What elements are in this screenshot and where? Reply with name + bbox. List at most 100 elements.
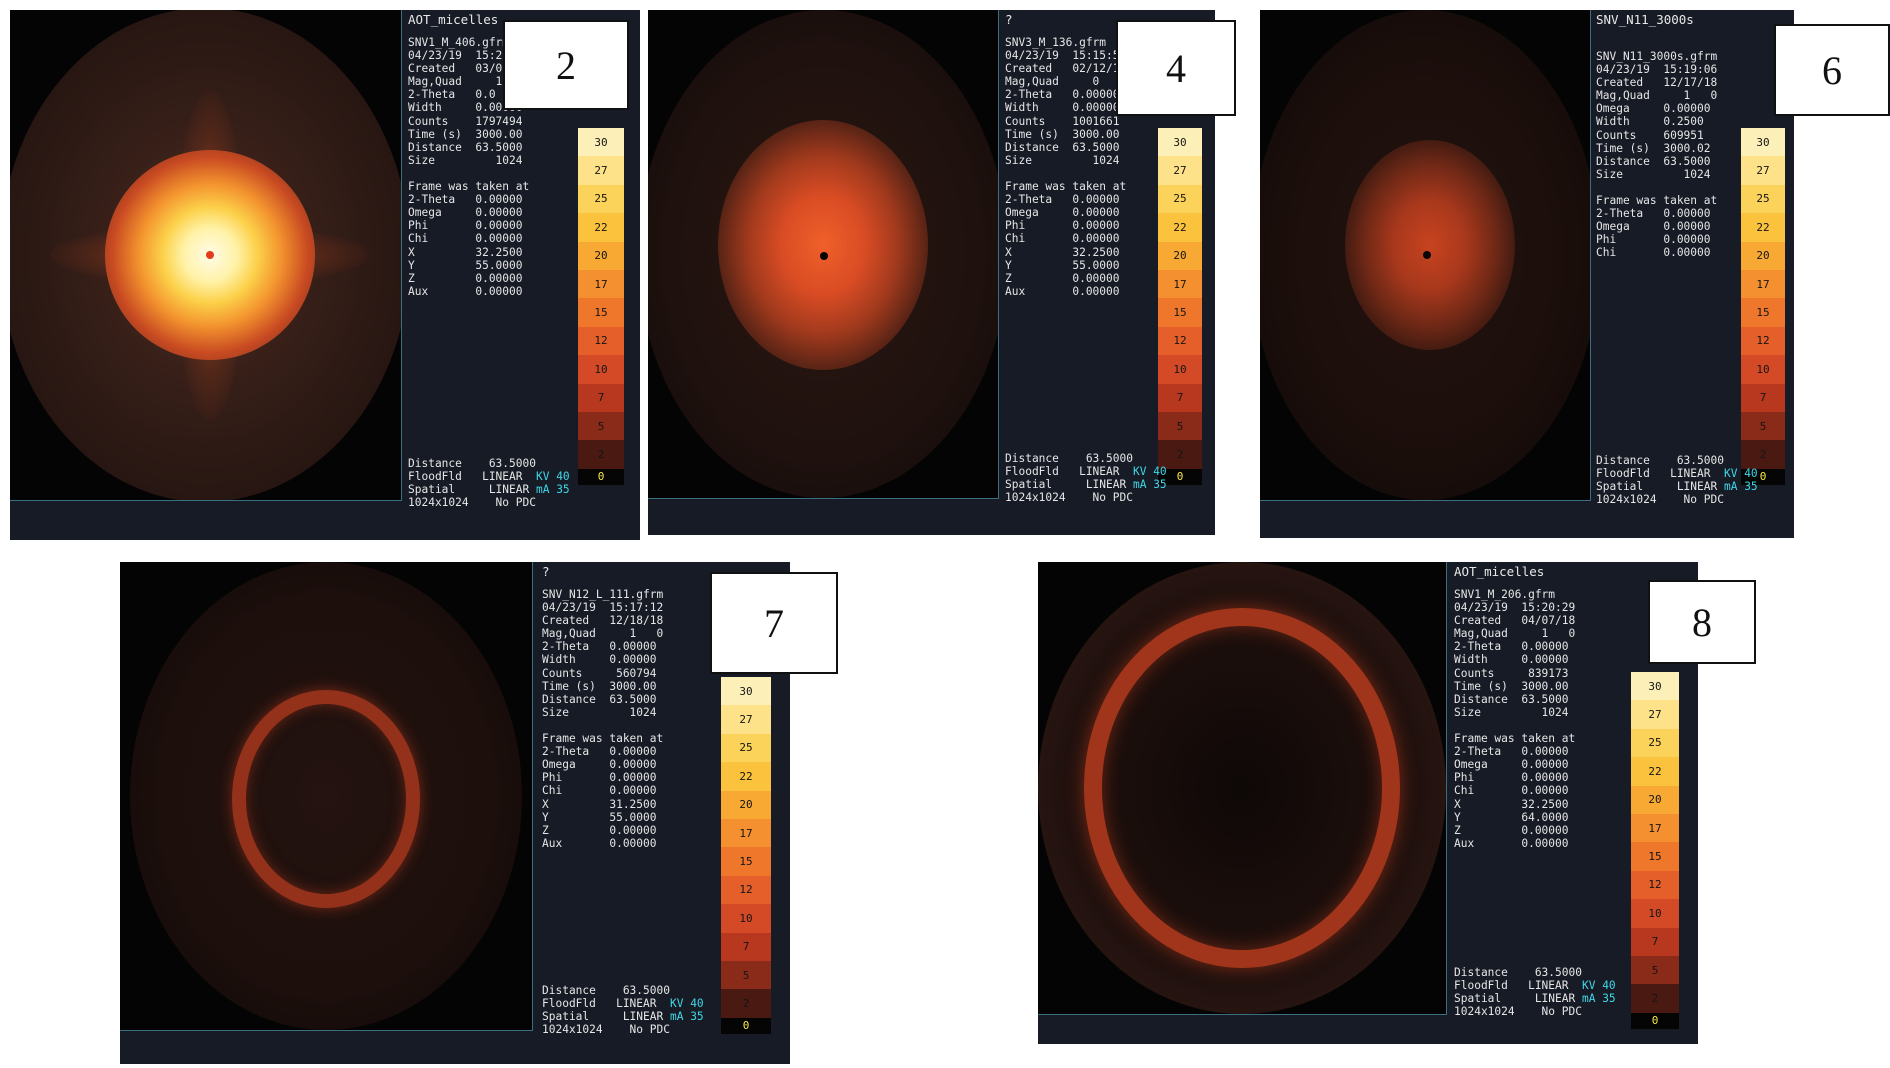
setting-text: Distance 63.5000: [1596, 454, 1724, 467]
setting-row: Distance 63.5000: [542, 984, 704, 997]
parameter-row: Phi 0.00000: [1454, 771, 1569, 785]
setting-text: Distance 63.5000: [1005, 452, 1133, 465]
parameter-row: Width 0.00000: [542, 653, 657, 667]
parameter-row: 04/23/19 15:20:29: [1454, 601, 1576, 615]
colorbar-tick: 0: [1741, 468, 1785, 485]
sample-label: 2: [503, 20, 629, 110]
instrument-settings: Distance 63.5000 FloodFld LINEAR KV 40 Spa…: [1454, 966, 1616, 1018]
intensity-colorbar: 30 27 25 22 20 17 15 12 10 7 5 2 0: [1741, 128, 1785, 485]
parameter-row: Omega 0.00000: [1596, 102, 1711, 116]
scatter-peak: [718, 120, 928, 370]
parameter-row: Distance 63.5000: [408, 140, 523, 154]
colorbar-tick: 27: [721, 705, 771, 734]
parameter-row: 2-Theta 0.00000: [542, 745, 657, 759]
generator-setting: KV 40: [669, 997, 704, 1011]
setting-text: 1024x1024 No PDC: [408, 496, 536, 510]
colorbar-tick: 12: [1158, 326, 1202, 356]
parameter-row: Y 55.0000: [408, 258, 523, 272]
generator-setting: mA 35: [1723, 480, 1758, 494]
parameter-row: Aux 0.00000: [1454, 836, 1569, 850]
colorbar-tick: 25: [1631, 728, 1679, 758]
parameter-row: 2-Theta 0.00000: [1454, 745, 1569, 759]
colorbar-tick: 30: [578, 128, 624, 157]
beam-stop: [206, 251, 214, 259]
colorbar-tick: 25: [1741, 184, 1785, 214]
parameter-row: 2-Theta 0.00000: [1005, 193, 1120, 207]
colorbar-tick: 27: [1741, 156, 1785, 185]
setting-text: Spatial LINEAR: [542, 1010, 670, 1024]
parameter-row: Distance 63.5000: [1005, 140, 1120, 154]
setting-row: FloodFld LINEAR KV 40: [1596, 467, 1758, 480]
parameter-row: Omega 0.00000: [1454, 758, 1569, 772]
setting-row: FloodFld LINEAR KV 40: [408, 470, 570, 483]
parameter-row: Counts 839173: [1454, 666, 1569, 680]
parameter-row: Counts 1797494: [408, 114, 523, 128]
parameter-row: Frame was taken at: [408, 180, 530, 194]
parameter-row: Width 0.00000: [1454, 653, 1569, 667]
frame-header: ?: [1005, 12, 1013, 27]
parameter-row: Size 1024: [542, 705, 657, 719]
colorbar-tick: 20: [1158, 241, 1202, 270]
parameter-row: Y 55.0000: [542, 810, 657, 824]
parameter-row: Mag,Quad 1 0: [1454, 627, 1576, 641]
colorbar-tick: 7: [721, 932, 771, 961]
parameter-row: Phi 0.00000: [542, 771, 657, 785]
colorbar-tick: 27: [1631, 700, 1679, 729]
colorbar-tick: 2: [1158, 440, 1202, 469]
parameter-row: Size 1024: [1596, 167, 1711, 181]
colorbar-tick: 20: [721, 790, 771, 819]
colorbar-tick: 27: [578, 156, 624, 185]
colorbar-tick: 20: [578, 241, 624, 270]
parameter-row: Frame was taken at: [1596, 194, 1718, 208]
colorbar-tick: 15: [721, 847, 771, 876]
parameter-row: Time (s) 3000.00: [1005, 127, 1120, 141]
scatter-peak: [1345, 140, 1515, 350]
colorbar-tick: 27: [1158, 156, 1202, 185]
intensity-colorbar: 30 27 25 22 20 17 15 12 10 7 5 2 0: [578, 128, 624, 485]
colorbar-tick: 30: [721, 677, 771, 706]
colorbar-tick: 5: [578, 411, 624, 441]
parameter-row: Counts 609951: [1596, 128, 1704, 142]
parameter-row: Time (s) 3000.00: [542, 679, 657, 693]
parameter-row: Mag,Quad 1 0: [542, 627, 664, 641]
colorbar-tick: 15: [578, 298, 624, 327]
parameter-row: Time (s) 3000.00: [408, 127, 523, 141]
parameter-row: SNV_N12_L_111.gfrm: [542, 588, 664, 601]
intensity-colorbar: 30 27 25 22 20 17 15 12 10 7 5 2 0: [721, 677, 771, 1034]
parameter-row: Counts 1001661: [1005, 114, 1120, 128]
parameter-row: Chi 0.00000: [408, 232, 523, 246]
parameter-row: Mag,Quad 1 0: [1596, 89, 1718, 103]
parameter-row: [408, 167, 529, 180]
colorbar-tick: 30: [1741, 128, 1785, 157]
colorbar-tick: 10: [721, 904, 771, 933]
parameter-row: [542, 719, 663, 732]
sample-label: 6: [1774, 24, 1890, 116]
parameter-row: Size 1024: [1005, 153, 1120, 167]
colorbar-tick: 22: [1631, 757, 1679, 786]
colorbar-tick: 15: [1631, 842, 1679, 871]
parameter-row: Aux 0.00000: [1005, 284, 1120, 298]
parameter-row: 04/23/19 15:2: [408, 49, 503, 63]
parameter-row: Phi 0.00000: [1596, 233, 1711, 247]
parameter-row: 04/23/19 15:17:12: [542, 601, 664, 615]
parameter-row: Created 02/12/19: [1005, 62, 1127, 76]
colorbar-tick: 12: [1631, 870, 1679, 900]
parameter-row: SNV1_M_206.gfrm: [1454, 588, 1556, 601]
parameter-row: Chi 0.00000: [1596, 246, 1711, 260]
colorbar-tick: 5: [1631, 955, 1679, 985]
setting-text: 1024x1024 No PDC: [1596, 493, 1724, 507]
colorbar-tick: 0: [1631, 1012, 1679, 1029]
detector-image: [1260, 10, 1591, 501]
instrument-settings: Distance 63.5000 FloodFld LINEAR KV 40 Spa…: [408, 457, 570, 509]
colorbar-tick: 5: [721, 960, 771, 990]
setting-text: Spatial LINEAR: [1596, 480, 1724, 494]
parameter-row: [1596, 181, 1717, 194]
frame-header: SNV_N11_3000s: [1596, 12, 1694, 27]
setting-text: FloodFld LINEAR: [1005, 465, 1133, 479]
setting-row: Spatial LINEAR mA 35: [1596, 480, 1758, 493]
colorbar-tick: 22: [1741, 213, 1785, 242]
parameter-row: Chi 0.00000: [1005, 232, 1120, 246]
setting-row: FloodFld LINEAR KV 40: [1454, 979, 1616, 992]
colorbar-tick: 2: [578, 440, 624, 469]
setting-text: Spatial LINEAR: [408, 483, 536, 497]
